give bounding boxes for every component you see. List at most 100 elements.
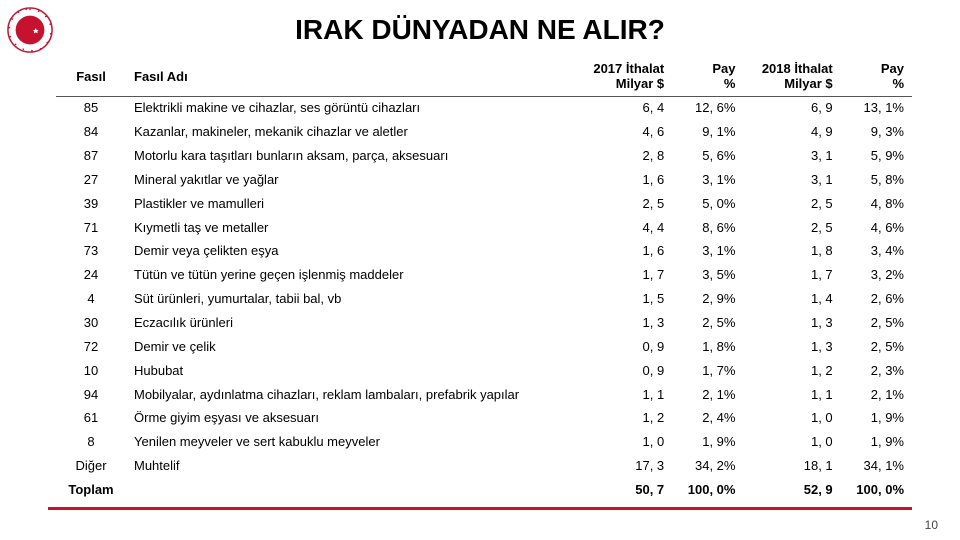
cell-2018: 18, 1: [743, 455, 840, 479]
cell-fasil: Toplam: [56, 478, 126, 502]
col-pay-2017: Pay %: [672, 58, 743, 96]
cell-pay17: 2, 1%: [672, 383, 743, 407]
col-2017-line2: Milyar $: [616, 76, 664, 91]
col-2018-line1: 2018 İthalat: [762, 61, 833, 76]
cell-2018: 3, 1: [743, 145, 840, 169]
cell-fasil: 84: [56, 121, 126, 145]
table-row: 72Demir ve çelik0, 91, 8%1, 32, 5%: [56, 335, 912, 359]
cell-pay18: 2, 5%: [841, 311, 912, 335]
divider-red: [48, 507, 912, 510]
col-2017-ithalat: 2017 İthalat Milyar $: [575, 58, 672, 96]
cell-pay18: 4, 8%: [841, 192, 912, 216]
table-row: 84Kazanlar, makineler, mekanik cihazlar …: [56, 121, 912, 145]
cell-pay18: 13, 1%: [841, 96, 912, 120]
table-row: 85Elektrikli makine ve cihazlar, ses gör…: [56, 96, 912, 120]
col-pay17-line2: %: [724, 76, 736, 91]
cell-name: Kıymetli taş ve metaller: [126, 216, 575, 240]
cell-2017: 4, 6: [575, 121, 672, 145]
cell-name: Motorlu kara taşıtları bunların aksam, p…: [126, 145, 575, 169]
cell-pay18: 100, 0%: [841, 478, 912, 502]
cell-pay17: 1, 8%: [672, 335, 743, 359]
cell-name: Süt ürünleri, yumurtalar, tabii bal, vb: [126, 288, 575, 312]
cell-2017: 1, 5: [575, 288, 672, 312]
cell-2017: 4, 4: [575, 216, 672, 240]
cell-2017: 0, 9: [575, 335, 672, 359]
col-2018-ithalat: 2018 İthalat Milyar $: [743, 58, 840, 96]
col-fasil-adi: Fasıl Adı: [126, 58, 575, 96]
cell-name: Tütün ve tütün yerine geçen işlenmiş mad…: [126, 264, 575, 288]
page-number: 10: [925, 518, 938, 532]
cell-pay17: 2, 5%: [672, 311, 743, 335]
cell-2018: 1, 0: [743, 407, 840, 431]
table-row: 87Motorlu kara taşıtları bunların aksam,…: [56, 145, 912, 169]
cell-2018: 1, 3: [743, 311, 840, 335]
cell-pay17: 5, 6%: [672, 145, 743, 169]
cell-pay17: 1, 9%: [672, 431, 743, 455]
cell-fasil: 61: [56, 407, 126, 431]
cell-pay17: 3, 5%: [672, 264, 743, 288]
cell-2017: 1, 2: [575, 407, 672, 431]
col-fasil: Fasıl: [56, 58, 126, 96]
cell-name: Mobilyalar, aydınlatma cihazları, reklam…: [126, 383, 575, 407]
cell-pay18: 2, 3%: [841, 359, 912, 383]
cell-pay17: 5, 0%: [672, 192, 743, 216]
col-2018-line2: Milyar $: [784, 76, 832, 91]
cell-pay18: 1, 9%: [841, 431, 912, 455]
cell-2017: 1, 0: [575, 431, 672, 455]
col-pay18-line1: Pay: [881, 61, 904, 76]
cell-2017: 6, 4: [575, 96, 672, 120]
col-pay18-line2: %: [892, 76, 904, 91]
cell-pay18: 2, 1%: [841, 383, 912, 407]
table-row-total: Toplam50, 7100, 0%52, 9100, 0%: [56, 478, 912, 502]
cell-2018: 1, 3: [743, 335, 840, 359]
cell-fasil: 73: [56, 240, 126, 264]
cell-2018: 2, 5: [743, 192, 840, 216]
table-row: 10Hububat0, 91, 7%1, 22, 3%: [56, 359, 912, 383]
cell-pay17: 8, 6%: [672, 216, 743, 240]
cell-2017: 50, 7: [575, 478, 672, 502]
cell-fasil: 39: [56, 192, 126, 216]
cell-2017: 1, 1: [575, 383, 672, 407]
table-row: 39Plastikler ve mamulleri2, 55, 0%2, 54,…: [56, 192, 912, 216]
cell-name: Eczacılık ürünleri: [126, 311, 575, 335]
cell-name: Elektrikli makine ve cihazlar, ses görün…: [126, 96, 575, 120]
cell-fasil: 4: [56, 288, 126, 312]
table-row: 8Yenilen meyveler ve sert kabuklu meyvel…: [56, 431, 912, 455]
cell-2018: 3, 1: [743, 168, 840, 192]
cell-pay17: 2, 4%: [672, 407, 743, 431]
col-pay17-line1: Pay: [712, 61, 735, 76]
cell-name: Muhtelif: [126, 455, 575, 479]
cell-name: Demir veya çelikten eşya: [126, 240, 575, 264]
cell-name: Mineral yakıtlar ve yağlar: [126, 168, 575, 192]
cell-2017: 1, 3: [575, 311, 672, 335]
cell-pay18: 3, 2%: [841, 264, 912, 288]
table-row: 4Süt ürünleri, yumurtalar, tabii bal, vb…: [56, 288, 912, 312]
cell-pay17: 12, 6%: [672, 96, 743, 120]
table-row: 61Örme giyim eşyası ve aksesuarı1, 22, 4…: [56, 407, 912, 431]
cell-pay18: 34, 1%: [841, 455, 912, 479]
col-pay-2018: Pay %: [841, 58, 912, 96]
cell-2018: 1, 7: [743, 264, 840, 288]
cell-fasil: 87: [56, 145, 126, 169]
cell-pay17: 9, 1%: [672, 121, 743, 145]
cell-name: Kazanlar, makineler, mekanik cihazlar ve…: [126, 121, 575, 145]
table-row: 94Mobilyalar, aydınlatma cihazları, rekl…: [56, 383, 912, 407]
page-title: IRAK DÜNYADAN NE ALIR?: [0, 14, 960, 46]
cell-2018: 52, 9: [743, 478, 840, 502]
cell-fasil: 85: [56, 96, 126, 120]
table-row: 71Kıymetli taş ve metaller4, 48, 6%2, 54…: [56, 216, 912, 240]
cell-pay18: 3, 4%: [841, 240, 912, 264]
cell-pay18: 2, 6%: [841, 288, 912, 312]
cell-2018: 4, 9: [743, 121, 840, 145]
cell-pay18: 9, 3%: [841, 121, 912, 145]
cell-fasil: 72: [56, 335, 126, 359]
cell-name: Hububat: [126, 359, 575, 383]
cell-2017: 17, 3: [575, 455, 672, 479]
cell-2017: 0, 9: [575, 359, 672, 383]
cell-pay18: 4, 6%: [841, 216, 912, 240]
cell-pay17: 1, 7%: [672, 359, 743, 383]
cell-2017: 1, 6: [575, 240, 672, 264]
cell-2018: 1, 1: [743, 383, 840, 407]
cell-pay17: 2, 9%: [672, 288, 743, 312]
cell-pay18: 1, 9%: [841, 407, 912, 431]
